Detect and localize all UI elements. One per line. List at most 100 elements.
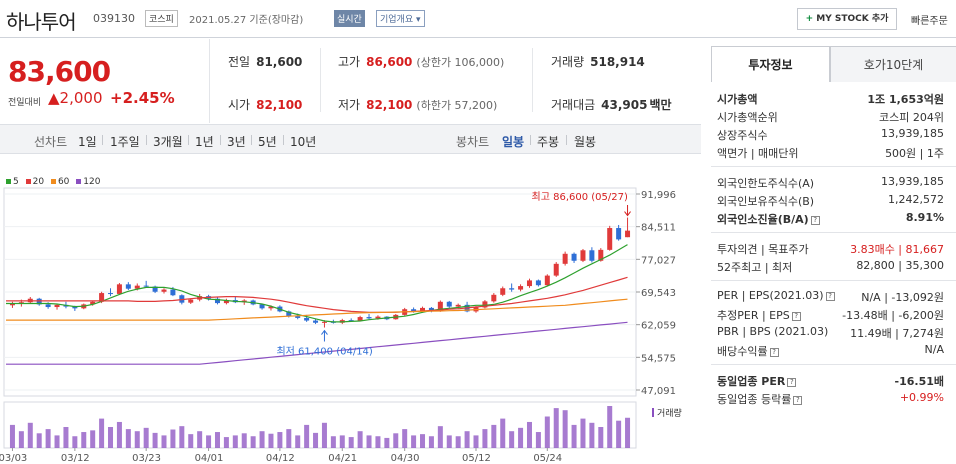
info-label: 52주최고 | 최저 bbox=[717, 259, 792, 275]
candle-body bbox=[179, 295, 185, 303]
volume-bar bbox=[589, 422, 595, 448]
info-value: 11.49배 | 7,274원 bbox=[850, 325, 944, 341]
info-row: 배당수익률? N/A bbox=[711, 340, 956, 358]
volume-bar bbox=[491, 424, 497, 448]
candle-body bbox=[152, 286, 158, 292]
amount-unit: 백만 bbox=[649, 98, 672, 112]
ma120-line bbox=[6, 321, 628, 365]
info-value-text: 13,939,185 bbox=[881, 127, 944, 140]
open-value: 82,100 bbox=[256, 98, 303, 112]
help-icon[interactable]: ? bbox=[793, 395, 803, 405]
info-label: 시가총액순위 bbox=[717, 109, 778, 125]
tab-order-book[interactable]: 호가10단계 bbox=[830, 46, 956, 82]
period-1y[interactable]: 1년 bbox=[195, 135, 214, 149]
info-value: 13,939,185 bbox=[881, 175, 944, 188]
info-value-text: 8.91% bbox=[905, 211, 944, 224]
volume-swatch bbox=[652, 408, 654, 417]
candle-body bbox=[134, 285, 140, 289]
invest-info-rows: 시가총액 1조 1,653억원 시가총액순위 코스피 204위 상장주식수 13,939,… bbox=[711, 88, 956, 406]
volume-bar bbox=[339, 435, 345, 448]
day-high: 고가 86,600 (상한가 106,000) bbox=[338, 53, 504, 70]
volume-bar bbox=[616, 420, 622, 448]
help-icon[interactable]: ? bbox=[769, 347, 779, 357]
tab-invest-info[interactable]: 투자정보 bbox=[711, 46, 830, 82]
overview-label: 기업개요 bbox=[380, 15, 414, 25]
volume-bar bbox=[446, 435, 452, 448]
info-label: 투자의견 | 목표주가 bbox=[717, 241, 809, 257]
divider bbox=[188, 135, 189, 145]
candle-body bbox=[500, 288, 506, 295]
period-3y[interactable]: 3년 bbox=[227, 135, 246, 149]
period-10y[interactable]: 10년 bbox=[290, 135, 317, 149]
candle-weekly[interactable]: 주봉 bbox=[537, 135, 560, 149]
info-row: 투자의견 | 목표주가 3.83매수 | 81,667 bbox=[711, 238, 956, 256]
prev-value: 81,600 bbox=[256, 55, 303, 69]
volume-bar bbox=[366, 435, 372, 448]
quick-order-link[interactable]: 빠른주문 bbox=[911, 16, 948, 27]
period-3m[interactable]: 3개월 bbox=[153, 135, 183, 149]
max-price-arrow bbox=[624, 205, 631, 217]
realtime-button[interactable]: 실시간 bbox=[334, 10, 365, 27]
candle-body bbox=[36, 298, 42, 305]
help-icon[interactable]: ? bbox=[825, 291, 835, 301]
divider bbox=[283, 135, 284, 145]
help-icon[interactable]: ? bbox=[791, 311, 801, 321]
row-separator bbox=[711, 160, 956, 167]
volume-bar bbox=[188, 434, 194, 448]
help-icon[interactable]: ? bbox=[787, 377, 797, 387]
info-label: 동일업종 PER? bbox=[717, 373, 797, 389]
volume-label: 거래량 bbox=[657, 407, 682, 419]
max-price-label: 최고 86,600 (05/27) bbox=[532, 191, 628, 203]
high-value: 86,600 bbox=[366, 55, 413, 69]
help-icon[interactable]: ? bbox=[810, 215, 820, 225]
candle-body bbox=[9, 303, 15, 306]
volume-bar bbox=[473, 435, 479, 448]
candle-body bbox=[214, 298, 220, 304]
info-value-text: -13.48배 | -6,200원 bbox=[842, 309, 944, 322]
volume-bar bbox=[348, 437, 354, 448]
volume-bar bbox=[321, 422, 327, 448]
row-separator bbox=[711, 274, 956, 281]
period-1d[interactable]: 1일 bbox=[78, 135, 97, 149]
volume-bar bbox=[197, 431, 203, 448]
volume-bar bbox=[420, 434, 426, 448]
plus-icon: + bbox=[805, 14, 814, 24]
candle-monthly[interactable]: 월봉 bbox=[574, 135, 597, 149]
lower-limit: (하한가 57,200) bbox=[416, 99, 498, 112]
volume-bar bbox=[500, 418, 506, 448]
period-1w[interactable]: 1주일 bbox=[110, 135, 140, 149]
candle-chart-label: 봉차트 bbox=[456, 135, 490, 149]
info-value: N/A | -13,092원 bbox=[861, 289, 944, 305]
info-label: 외국인보유주식수(B) bbox=[717, 193, 814, 209]
info-row: PER | EPS(2021.03)? N/A | -13,092원 bbox=[711, 286, 956, 304]
volume-bar bbox=[90, 430, 96, 448]
info-label-text: 시가총액순위 bbox=[717, 111, 778, 124]
open-price: 시가 82,100 bbox=[228, 96, 302, 113]
info-value: -16.51배 bbox=[895, 373, 944, 389]
candle-body bbox=[223, 300, 229, 304]
divider bbox=[146, 135, 147, 145]
volume-bar bbox=[571, 424, 577, 448]
price-chart[interactable]: 91,996 84,511 77,027 69,543 62,059 54,575 47,0… bbox=[0, 180, 701, 464]
candle-body bbox=[491, 294, 497, 302]
candle-body bbox=[420, 307, 426, 312]
ma20-swatch bbox=[25, 179, 31, 184]
company-overview-dropdown[interactable]: 기업개요 ▾ bbox=[376, 10, 425, 27]
info-label-text: 외국인한도주식수(A) bbox=[717, 177, 815, 190]
period-5y[interactable]: 5년 bbox=[258, 135, 277, 149]
info-value: 500원 | 1주 bbox=[885, 145, 944, 161]
my-stock-add-button[interactable]: + MY STOCK 추가 bbox=[797, 8, 897, 30]
info-label-text: 추정PER | EPS bbox=[717, 309, 790, 322]
high-label: 고가 bbox=[338, 55, 361, 69]
candle-body bbox=[348, 320, 354, 322]
volume-bar bbox=[304, 424, 310, 448]
y-tick-label: 69,543 bbox=[641, 288, 676, 299]
x-tick-label: 05/24 bbox=[533, 453, 562, 464]
info-value-text: 1,242,572 bbox=[888, 193, 944, 206]
amount-value: 43,905 bbox=[601, 98, 648, 112]
candle-daily[interactable]: 일봉 bbox=[502, 135, 525, 149]
volume-bar bbox=[143, 427, 149, 448]
info-row: 상장주식수 13,939,185 bbox=[711, 124, 956, 142]
volume-bar bbox=[330, 436, 336, 448]
ma20-label: 20 bbox=[32, 177, 45, 187]
